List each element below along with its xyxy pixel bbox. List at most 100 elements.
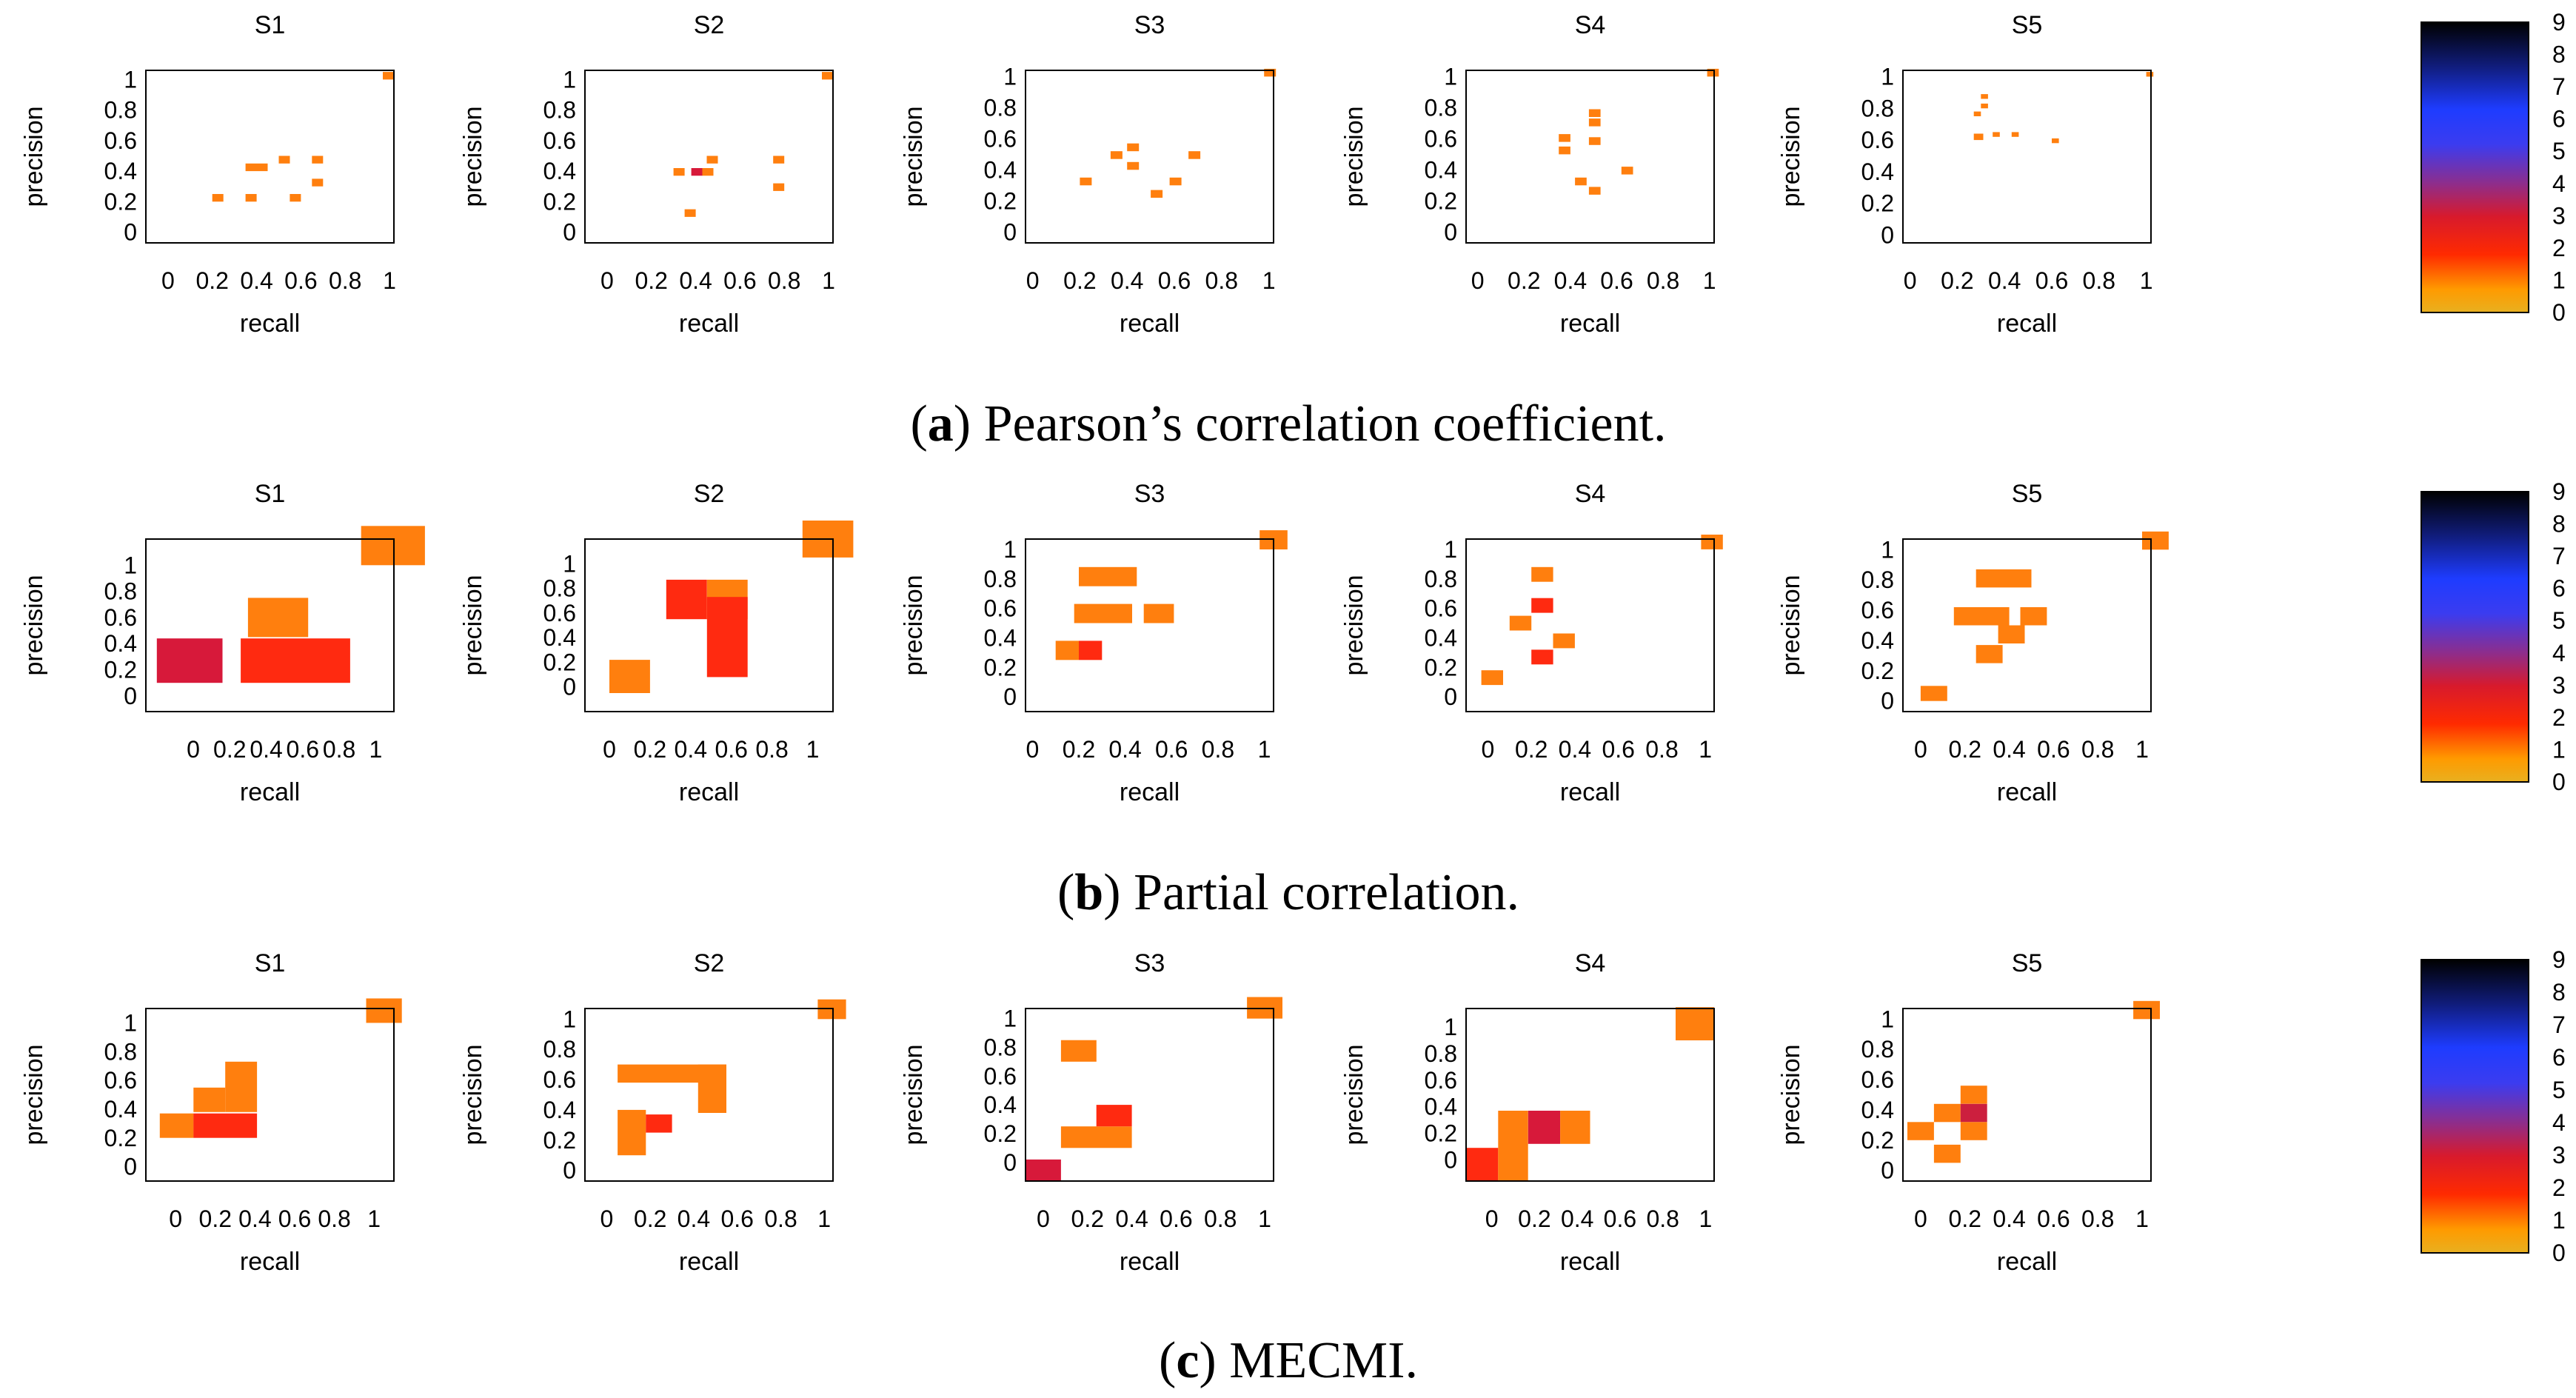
x-tick-label: 0.6 bbox=[723, 267, 756, 294]
y-tick-label: 0.6 bbox=[984, 125, 1017, 152]
y-tick-label: 1 bbox=[1444, 1014, 1457, 1040]
panel-title: S2 bbox=[694, 949, 725, 977]
x-tick-label: 0 bbox=[1037, 1205, 1050, 1232]
y-tick-label: 0 bbox=[124, 219, 137, 246]
y-tick-label: 0.6 bbox=[1425, 1067, 1457, 1094]
heat-cell bbox=[312, 178, 324, 187]
heat-cell bbox=[1920, 686, 1947, 701]
x-tick-label: 0.4 bbox=[678, 1205, 710, 1232]
y-tick-label: 0.4 bbox=[1425, 156, 1457, 183]
colorbar-tick-label: 2 bbox=[2552, 235, 2566, 261]
y-axis-label: precision bbox=[900, 575, 928, 675]
heat-cell bbox=[2052, 138, 2059, 144]
heat-cell bbox=[1531, 566, 1553, 582]
x-tick-label: 1 bbox=[1258, 736, 1271, 763]
y-tick-label: 0.2 bbox=[1861, 1127, 1894, 1154]
y-tick-label: 0.6 bbox=[1861, 1066, 1894, 1093]
y-axis-label: precision bbox=[900, 1044, 928, 1145]
x-tick-label: 0.8 bbox=[323, 736, 355, 763]
y-axis-label: precision bbox=[1777, 1044, 1805, 1145]
x-tick-label: 1 bbox=[822, 267, 835, 294]
y-axis-label: precision bbox=[459, 575, 487, 675]
x-tick-label: 0.2 bbox=[1071, 1205, 1104, 1232]
x-tick-label: 0.8 bbox=[764, 1205, 797, 1232]
heat-cell bbox=[1096, 1105, 1132, 1127]
heat-cell bbox=[247, 598, 309, 638]
subfigure-caption: (b) Partial correlation. bbox=[1057, 864, 1519, 921]
y-tick-label: 0.6 bbox=[543, 127, 576, 154]
heat-cell bbox=[2020, 607, 2047, 626]
plot-frame bbox=[584, 70, 834, 244]
x-tick-label: 0.4 bbox=[1108, 736, 1141, 763]
y-axis-label: precision bbox=[1340, 1044, 1368, 1145]
y-tick-label: 0.2 bbox=[1425, 654, 1457, 680]
y-tick-label: 0.2 bbox=[984, 1120, 1017, 1147]
x-tick-label: 0.8 bbox=[329, 267, 361, 294]
x-axis-label: recall bbox=[1997, 310, 2057, 338]
x-tick-label: 0.4 bbox=[1559, 736, 1591, 763]
colorbar-gradient bbox=[2421, 492, 2529, 782]
x-tick-label: 0.2 bbox=[634, 1205, 666, 1232]
plot-frame bbox=[145, 538, 395, 712]
x-tick-label: 0.2 bbox=[635, 267, 667, 294]
y-tick-label: 0.2 bbox=[1425, 187, 1457, 214]
panel-title: S3 bbox=[1134, 949, 1165, 977]
y-tick-label: 0 bbox=[1444, 683, 1457, 710]
colorbar-tick-label: 0 bbox=[2552, 1240, 2566, 1266]
colorbar-a: 0 1 2 3 4 5 6 7 8 9 bbox=[2421, 9, 2566, 326]
y-tick-label: 0.8 bbox=[1861, 1036, 1894, 1063]
x-tick-label: 0 bbox=[161, 267, 175, 294]
y-tick-label: 0.6 bbox=[543, 600, 576, 626]
y-tick-label: 0 bbox=[124, 683, 137, 709]
heat-cell bbox=[1481, 670, 1503, 686]
heat-cell bbox=[1588, 109, 1601, 117]
panel-title: S1 bbox=[255, 480, 286, 508]
colorbar-tick-label: 6 bbox=[2552, 1044, 2566, 1071]
heat-cell bbox=[2133, 1000, 2160, 1020]
heat-cell bbox=[278, 155, 290, 164]
y-axis-label: precision bbox=[459, 1044, 487, 1145]
x-tick-label: 0 bbox=[1482, 736, 1495, 763]
heat-cell bbox=[822, 72, 833, 80]
y-axis-label: precision bbox=[1777, 575, 1805, 675]
x-tick-label: 0 bbox=[603, 736, 616, 763]
y-tick-label: 0.4 bbox=[104, 630, 137, 657]
heat-cell bbox=[1560, 1111, 1590, 1144]
x-tick-label: 0.2 bbox=[1518, 1205, 1550, 1232]
y-tick-label: 1 bbox=[1881, 1006, 1894, 1032]
y-axis-label: precision bbox=[20, 106, 48, 207]
y-tick-label: 1 bbox=[1444, 63, 1457, 90]
x-tick-label: 0.8 bbox=[2081, 1205, 2114, 1232]
heat-cell bbox=[1079, 566, 1137, 586]
y-tick-label: 1 bbox=[124, 66, 137, 93]
heat-cell bbox=[1981, 103, 1988, 109]
x-tick-label: 1 bbox=[1699, 736, 1712, 763]
heat-cell bbox=[1553, 633, 1575, 649]
panel-title: S1 bbox=[255, 11, 286, 39]
heat-cell bbox=[383, 72, 394, 80]
x-tick-label: 0.2 bbox=[1063, 736, 1095, 763]
panel-b-s5: S5 0 0.2 0.4 0.6 0.8 1 0 0.2 0.4 0.6 0.8 1 recall prec… bbox=[1777, 480, 2169, 806]
y-tick-label: 0.8 bbox=[984, 94, 1017, 121]
plot-frame bbox=[1465, 538, 1715, 712]
heat-cell bbox=[1973, 133, 1984, 141]
x-tick-label: 0.8 bbox=[1205, 267, 1238, 294]
colorbar-tick-label: 1 bbox=[2552, 267, 2566, 293]
heat-cell bbox=[684, 209, 696, 217]
heat-cell bbox=[1575, 177, 1587, 186]
colorbar-c: 0 1 2 3 4 5 6 7 8 9 bbox=[2421, 946, 2566, 1266]
x-tick-label: 1 bbox=[2135, 1205, 2149, 1232]
heat-cell bbox=[156, 638, 223, 683]
x-tick-label: 0.8 bbox=[1646, 1205, 1679, 1232]
x-axis-label: recall bbox=[240, 310, 300, 338]
colorbar-tick-label: 7 bbox=[2552, 1011, 2566, 1038]
y-tick-label: 0 bbox=[1881, 1157, 1894, 1184]
y-tick-label: 0.6 bbox=[1861, 597, 1894, 623]
heat-cell bbox=[706, 155, 718, 164]
heat-cell bbox=[1080, 177, 1092, 186]
x-tick-label: 0 bbox=[1471, 267, 1485, 294]
x-tick-label: 0 bbox=[1026, 736, 1040, 763]
heat-cell bbox=[241, 638, 350, 683]
heat-cell bbox=[618, 1109, 646, 1156]
x-tick-label: 0.4 bbox=[1993, 736, 2025, 763]
